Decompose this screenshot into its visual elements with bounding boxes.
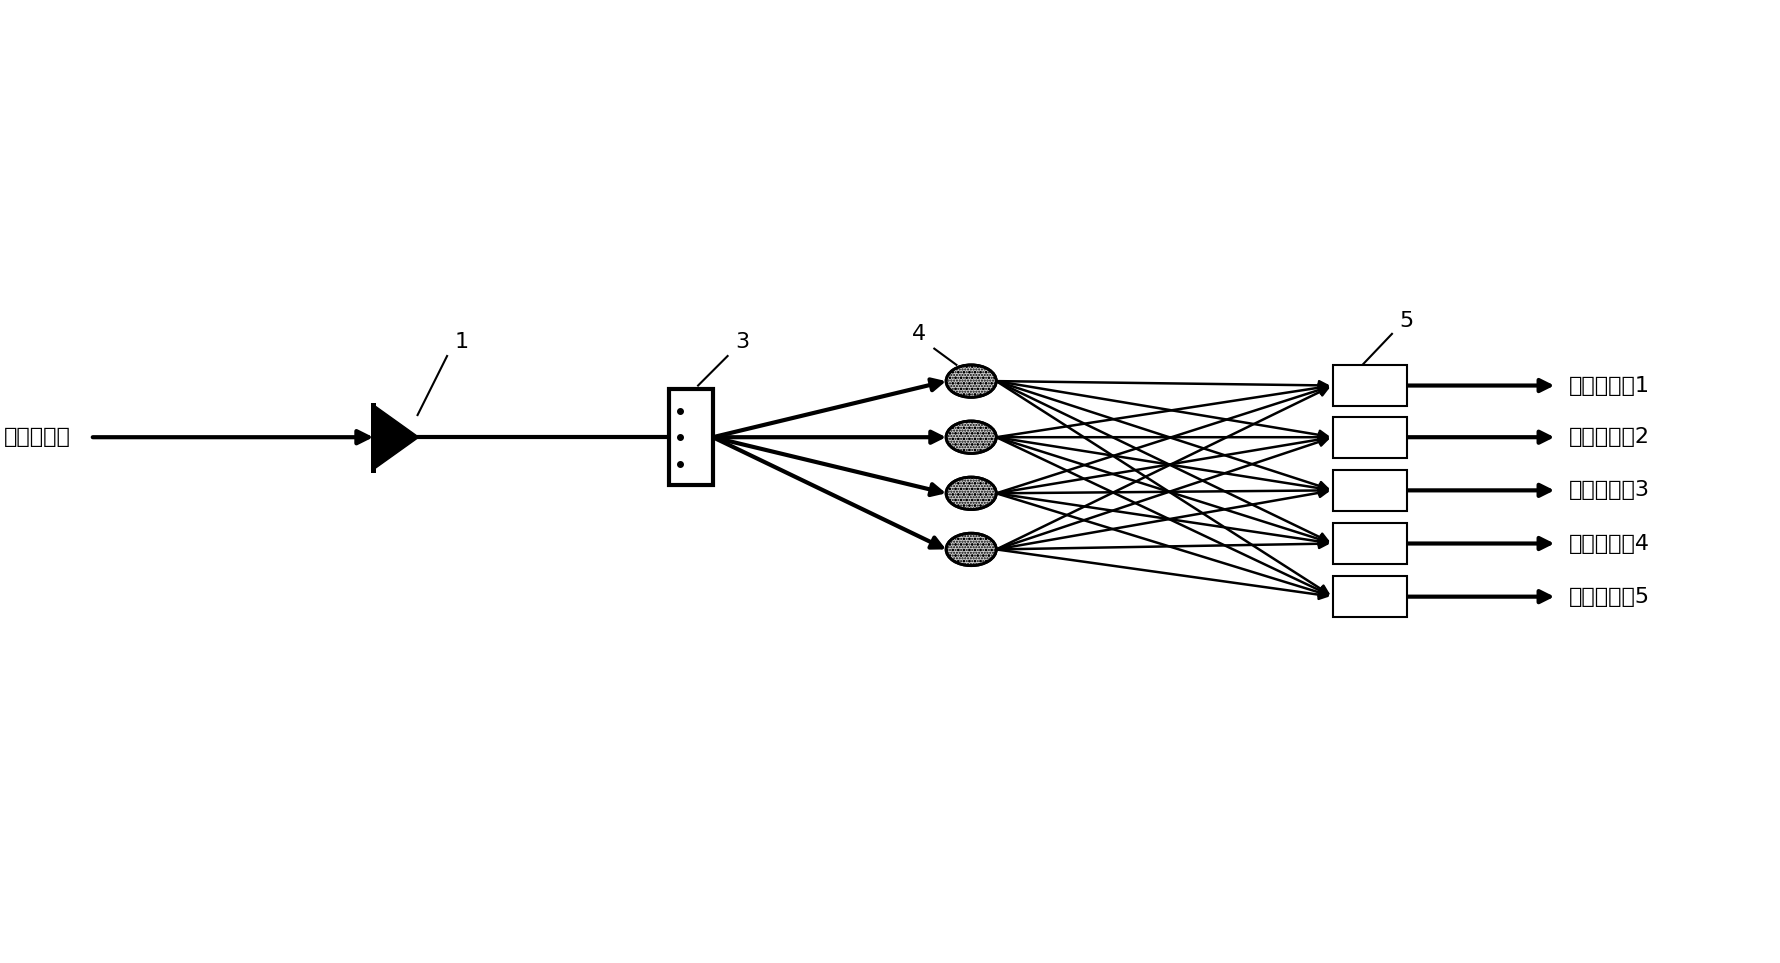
Ellipse shape <box>947 421 997 454</box>
FancyBboxPatch shape <box>1333 365 1406 406</box>
Text: 输入光信号: 输入光信号 <box>4 428 71 447</box>
Polygon shape <box>374 404 418 470</box>
FancyBboxPatch shape <box>1333 523 1406 564</box>
Text: 输出光信号2: 输出光信号2 <box>1570 428 1650 447</box>
Text: 4: 4 <box>911 325 926 344</box>
FancyBboxPatch shape <box>1333 417 1406 457</box>
Text: 输出光信号5: 输出光信号5 <box>1570 586 1650 607</box>
Ellipse shape <box>947 365 997 398</box>
Ellipse shape <box>947 477 997 509</box>
Text: 输出光信号4: 输出光信号4 <box>1570 534 1650 554</box>
Ellipse shape <box>947 534 997 565</box>
Text: 输出光信号3: 输出光信号3 <box>1570 481 1650 501</box>
Text: 5: 5 <box>1399 311 1413 331</box>
FancyBboxPatch shape <box>1333 470 1406 511</box>
Text: 3: 3 <box>735 331 749 351</box>
Text: 1: 1 <box>454 331 468 351</box>
FancyBboxPatch shape <box>669 389 712 485</box>
FancyBboxPatch shape <box>1333 576 1406 617</box>
Text: 输出光信号1: 输出光信号1 <box>1570 376 1650 396</box>
